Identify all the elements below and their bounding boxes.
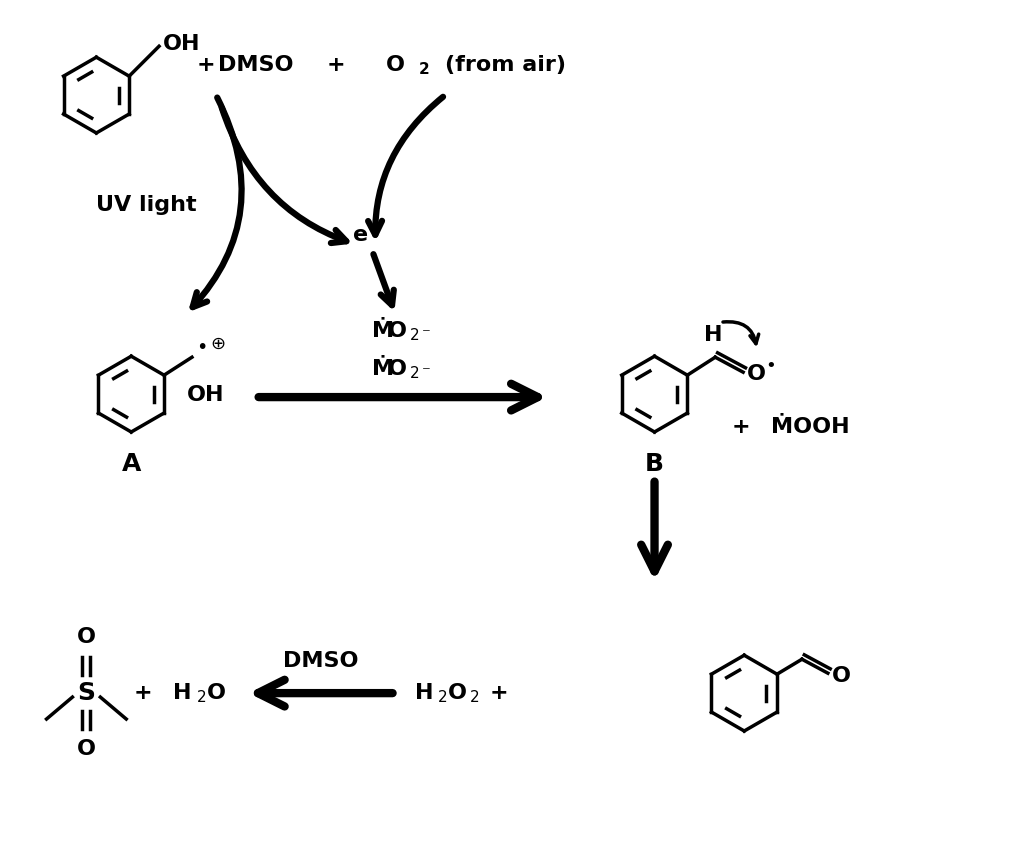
Text: 2: 2 xyxy=(470,690,480,705)
Text: O: O xyxy=(76,739,96,759)
Text: ⁻: ⁻ xyxy=(422,363,431,381)
Text: O: O xyxy=(76,627,96,647)
Text: 2: 2 xyxy=(411,329,420,343)
Text: O: O xyxy=(448,683,467,703)
Text: H: H xyxy=(704,325,722,346)
Text: ⁻: ⁻ xyxy=(375,216,384,234)
Text: ⁻: ⁻ xyxy=(422,325,431,343)
Text: •: • xyxy=(196,338,207,357)
Text: A: A xyxy=(121,452,141,476)
Text: ⊕: ⊕ xyxy=(210,335,225,353)
Text: O: O xyxy=(207,683,226,703)
Text: O: O xyxy=(385,55,405,76)
Text: (from air): (from air) xyxy=(445,55,567,76)
Text: +: + xyxy=(326,55,344,76)
Text: ṀOOH: ṀOOH xyxy=(771,417,850,437)
Text: 2: 2 xyxy=(438,690,448,705)
Text: O: O xyxy=(832,666,851,686)
Text: +: + xyxy=(732,417,751,437)
Text: B: B xyxy=(645,452,664,476)
Text: H: H xyxy=(416,683,434,703)
Text: •: • xyxy=(765,357,775,375)
Text: Ṁ: Ṁ xyxy=(373,359,394,380)
Text: +: + xyxy=(490,683,508,703)
Text: 2: 2 xyxy=(418,62,429,77)
Text: Ṁ: Ṁ xyxy=(373,321,394,341)
Text: UV light: UV light xyxy=(97,194,197,215)
Text: DMSO: DMSO xyxy=(218,55,293,76)
Text: e: e xyxy=(353,225,368,245)
Text: OH: OH xyxy=(163,34,201,54)
Text: 2: 2 xyxy=(411,366,420,381)
Text: O: O xyxy=(387,359,407,380)
Text: S: S xyxy=(77,681,96,706)
Text: DMSO: DMSO xyxy=(283,651,359,672)
Text: +: + xyxy=(133,683,153,703)
Text: H: H xyxy=(173,683,192,703)
Text: O: O xyxy=(747,364,766,384)
Text: OH: OH xyxy=(186,385,224,405)
Text: 2: 2 xyxy=(197,690,207,705)
Text: O: O xyxy=(387,321,407,341)
Text: +: + xyxy=(197,55,215,76)
